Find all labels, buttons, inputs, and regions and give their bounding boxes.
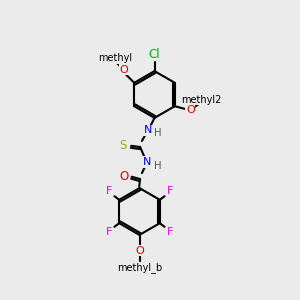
Text: H: H [154, 160, 161, 171]
Text: F: F [106, 226, 112, 237]
Text: O: O [186, 105, 195, 115]
Text: Cl: Cl [149, 47, 160, 61]
Text: S: S [119, 139, 127, 152]
Text: methyl: methyl [98, 53, 132, 63]
Text: N: N [144, 125, 152, 135]
Text: F: F [167, 186, 173, 197]
Text: O: O [119, 170, 128, 183]
Text: F: F [106, 186, 112, 197]
Text: N: N [143, 157, 152, 167]
Text: F: F [167, 226, 173, 237]
Text: O: O [135, 245, 144, 256]
Text: methyl2: methyl2 [182, 94, 222, 105]
Text: methyl_b: methyl_b [117, 262, 162, 273]
Text: O: O [120, 65, 128, 75]
Text: H: H [154, 128, 162, 139]
